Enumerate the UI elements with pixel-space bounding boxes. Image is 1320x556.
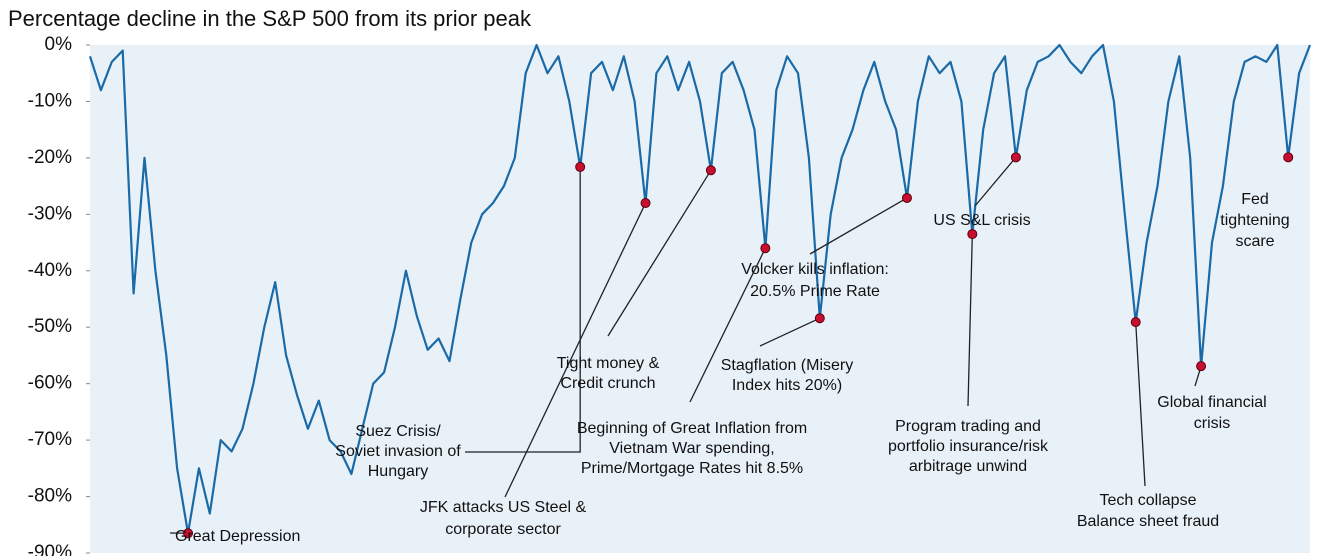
event-marker: [705, 165, 716, 176]
event-marker: [575, 161, 586, 172]
leader-line: [689, 247, 766, 403]
y-tick-label: -30%: [28, 203, 72, 224]
annotation: Hungary: [368, 463, 428, 480]
event-marker: [901, 192, 912, 203]
annotation: arbitrage unwind: [909, 458, 1027, 475]
y-tick-label: -40%: [28, 260, 72, 281]
annotation: corporate sector: [445, 521, 561, 538]
annotation: Volcker kills inflation:: [741, 261, 889, 278]
event-marker: [1010, 152, 1021, 163]
annotation: JFK attacks US Steel &: [420, 499, 587, 516]
event-marker: [967, 229, 978, 240]
annotation: Prime/Mortgage Rates hit 8.5%: [581, 460, 803, 477]
y-tick-label: -10%: [28, 90, 72, 111]
annotation: tightening: [1220, 212, 1289, 229]
chart-subtitle: Percentage decline in the S&P 500 from i…: [8, 6, 532, 31]
y-tick-label: -80%: [28, 486, 72, 507]
annotation: Great Depression: [175, 528, 300, 545]
annotation: Program trading and: [895, 418, 1041, 435]
leader-line: [974, 156, 1017, 207]
leader-line: [1135, 322, 1146, 487]
event-marker: [183, 528, 194, 539]
annotation: Index hits 20%): [732, 377, 842, 394]
annotation: Tight money &: [557, 355, 660, 372]
leader-line: [607, 169, 712, 337]
event-marker: [1283, 152, 1294, 163]
y-tick-label: -90%: [28, 542, 72, 556]
annotation: Stagflation (Misery: [721, 357, 854, 374]
leader-line: [809, 197, 908, 255]
annotation: Vietnam War spending,: [609, 440, 774, 457]
annotation: portfolio insurance/risk: [888, 438, 1049, 455]
event-marker: [1196, 361, 1207, 372]
annotation: Tech collapse: [1100, 492, 1197, 509]
annotation: scare: [1235, 233, 1274, 250]
y-tick-label: -20%: [28, 147, 72, 168]
y-tick-label: -60%: [28, 373, 72, 394]
event-marker: [640, 198, 651, 209]
leader-line: [967, 234, 973, 407]
annotation: Credit crunch: [560, 375, 655, 392]
y-tick-label: -50%: [28, 316, 72, 337]
event-marker: [1130, 317, 1141, 328]
plot-area: [90, 45, 1310, 553]
event-marker: [760, 243, 771, 254]
annotation: Soviet invasion of: [335, 443, 461, 460]
annotation: US S&L crisis: [933, 212, 1030, 229]
annotation: Suez Crisis/: [355, 423, 441, 440]
annotation: 20.5% Prime Rate: [750, 283, 880, 300]
leader-line: [504, 202, 647, 498]
annotation: Global financial: [1157, 394, 1266, 411]
leader-line: [465, 166, 581, 453]
annotation: Balance sheet fraud: [1077, 513, 1219, 530]
annotation: Beginning of Great Inflation from: [577, 420, 807, 437]
event-marker: [814, 313, 825, 324]
y-tick-label: 0%: [45, 34, 73, 55]
annotation: Fed: [1241, 191, 1269, 208]
leader-line: [759, 317, 821, 347]
y-tick-label: -70%: [28, 429, 72, 450]
annotation: crisis: [1194, 415, 1230, 432]
drawdown-line: [88, 43, 1312, 535]
